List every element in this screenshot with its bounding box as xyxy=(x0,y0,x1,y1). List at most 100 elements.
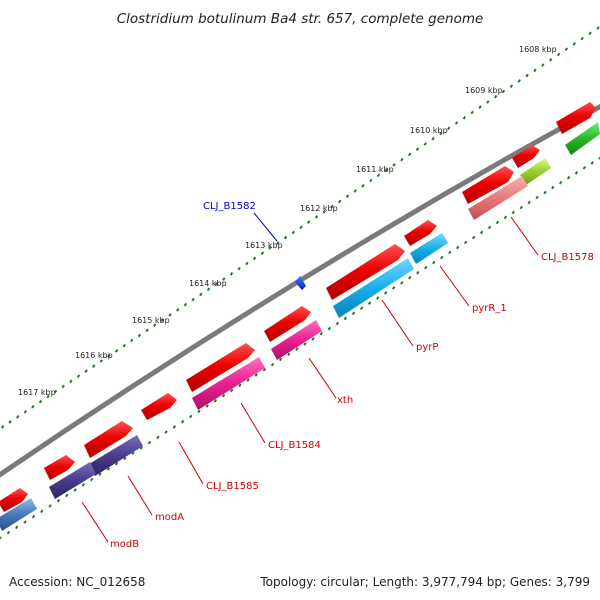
tick-dot xyxy=(0,425,5,429)
gene-label-clj-b1584[interactable]: CLJ_B1584 xyxy=(268,440,321,451)
feature-bar[interactable] xyxy=(520,158,551,185)
tick-dot xyxy=(533,68,537,73)
tick-dot xyxy=(84,369,88,373)
tick-dot xyxy=(574,170,579,175)
tick-dot xyxy=(432,260,436,265)
cds-arrow[interactable] xyxy=(44,455,75,480)
tick-dot xyxy=(106,467,110,471)
leader-line-moda xyxy=(127,475,153,516)
tick-dot xyxy=(456,245,460,250)
tick-dot xyxy=(81,482,86,487)
tick-dot xyxy=(408,275,412,280)
leader-line-pyrp xyxy=(381,299,414,347)
cds-arrow[interactable] xyxy=(84,421,133,458)
tick-dot xyxy=(598,156,600,160)
tick-dot xyxy=(338,199,342,204)
gene-label-moda[interactable]: modA xyxy=(155,512,184,523)
tick-dot xyxy=(369,178,373,183)
tick-dot xyxy=(509,84,514,89)
tick-dot xyxy=(291,230,295,235)
tick-dot xyxy=(596,26,600,30)
cds-arrow[interactable] xyxy=(0,488,28,512)
reverse-feature-marker[interactable] xyxy=(295,276,306,290)
leader-line-clj-b1585 xyxy=(178,441,204,485)
feature-bar[interactable] xyxy=(565,122,600,155)
tick-dot xyxy=(335,321,340,326)
cds-arrow[interactable] xyxy=(512,145,540,168)
feature-bar[interactable] xyxy=(333,258,414,318)
gene-label-modb[interactable]: modB xyxy=(110,539,139,550)
leader-line-clj-b1582 xyxy=(253,212,278,242)
tick-label: 1613 kbp xyxy=(245,241,283,250)
tick-dot xyxy=(16,414,20,419)
gene-label-pyrp[interactable]: pyrP xyxy=(416,342,438,353)
tick-dot xyxy=(327,326,331,331)
tick-dot xyxy=(400,280,404,285)
gene-label-pyrr-1[interactable]: pyrR_1 xyxy=(472,303,507,314)
tick-dot xyxy=(0,536,2,540)
tick-dot xyxy=(299,225,303,230)
tick-dot xyxy=(511,210,515,215)
tick-dot xyxy=(580,36,584,41)
tick-dot xyxy=(479,230,484,235)
tick-label: 1614 kbp xyxy=(189,279,227,288)
feature-bar[interactable] xyxy=(271,320,322,360)
tick-dot xyxy=(494,94,498,99)
tick-dot xyxy=(145,328,149,333)
tick-dot xyxy=(183,302,188,307)
leader-line-modb xyxy=(81,501,109,543)
tick-label: 1609 kbp xyxy=(465,86,503,95)
tick-dot xyxy=(180,419,185,424)
gene-label-xth[interactable]: xth xyxy=(337,395,353,406)
feature-bar[interactable] xyxy=(0,498,37,531)
gene-label-clj-b1585[interactable]: CLJ_B1585 xyxy=(206,481,259,492)
tick-dot xyxy=(314,215,319,219)
feature-bar[interactable] xyxy=(89,435,143,476)
cds-arrow[interactable] xyxy=(264,306,311,342)
tick-dot xyxy=(268,246,272,250)
feature-bar[interactable] xyxy=(49,462,96,499)
tick-dot xyxy=(564,47,569,52)
cds-arrow[interactable] xyxy=(556,102,596,134)
tick-dot xyxy=(23,520,27,524)
cds-arrow[interactable] xyxy=(462,166,514,204)
tick-dot xyxy=(213,398,218,403)
tick-dot xyxy=(164,430,168,434)
tick-dot xyxy=(551,185,555,190)
tick-dot xyxy=(130,338,134,343)
tick-dot xyxy=(361,183,365,188)
cds-arrow[interactable] xyxy=(326,244,405,300)
tick-label: 1611 kbp xyxy=(356,165,394,174)
cds-arrow[interactable] xyxy=(404,220,437,246)
tick-dot xyxy=(6,530,11,535)
feature-bar[interactable] xyxy=(468,176,528,220)
cds-arrow[interactable] xyxy=(186,343,255,392)
tick-dot xyxy=(376,296,380,300)
tick-dot xyxy=(559,180,563,185)
tick-dot xyxy=(543,190,547,195)
tick-dot xyxy=(229,271,234,276)
tick-dot xyxy=(222,277,226,281)
tick-dot xyxy=(501,89,506,94)
tick-dot xyxy=(400,157,404,162)
tick-dot xyxy=(535,195,539,200)
gene-label-clj-b1582[interactable]: CLJ_B1582 xyxy=(203,201,256,212)
tick-dot xyxy=(311,337,315,341)
tick-dot xyxy=(278,357,283,362)
tick-dot xyxy=(319,331,323,336)
tick-dot xyxy=(61,384,65,389)
tick-dot xyxy=(160,318,165,322)
tick-dot xyxy=(238,383,242,388)
tick-dot xyxy=(519,205,523,210)
feature-bar[interactable] xyxy=(192,357,265,410)
tick-dot xyxy=(189,414,193,419)
tick-dot xyxy=(582,165,586,170)
cds-arrow[interactable] xyxy=(141,393,177,420)
gene-label-clj-b1578[interactable]: CLJ_B1578 xyxy=(541,252,594,263)
tick-dot xyxy=(454,121,459,125)
feature-bar[interactable] xyxy=(410,233,448,264)
tick-dot xyxy=(56,498,61,503)
tick-dot xyxy=(287,352,291,357)
tick-dot xyxy=(92,364,96,368)
